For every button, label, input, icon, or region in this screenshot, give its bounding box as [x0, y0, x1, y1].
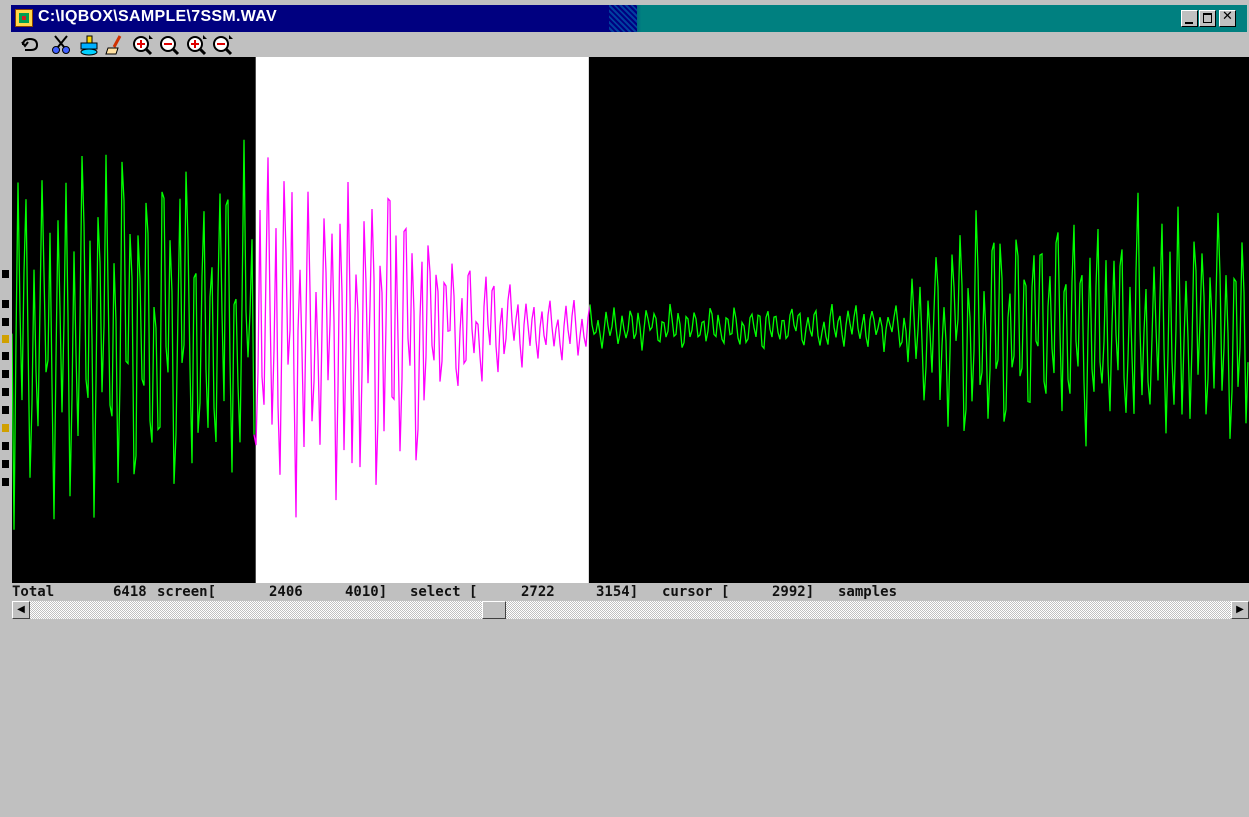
status-select-start: 2722 [521, 584, 555, 600]
status-cursor-label: cursor [ [662, 584, 730, 600]
wave-editor-window: C:\IQBOX\SAMPLE\7SSM.WAV [9, 0, 1249, 619]
title-bar-dither [609, 5, 637, 32]
scroll-left-arrow-icon[interactable]: ◀ [12, 601, 30, 619]
waveform-unselected-right [589, 192, 1249, 447]
waveform-display[interactable] [12, 57, 1249, 583]
status-screen-label: screen[ [157, 584, 217, 600]
status-screen-end: 4010] [345, 584, 388, 600]
status-select-end: 3154] [596, 584, 639, 600]
desktop-background [0, 0, 10, 619]
status-bar: Total 6418 screen[ 2406 4010] select [ 2… [12, 583, 1249, 601]
toolbar [11, 32, 1247, 57]
zoom-out-all-icon[interactable] [211, 34, 233, 56]
waveform-unselected [12, 139, 255, 530]
maximize-button[interactable] [1199, 10, 1216, 27]
status-total-label: Total [12, 584, 55, 600]
app-icon[interactable] [15, 9, 33, 27]
status-select-label: select [ [410, 584, 478, 600]
zoom-in-all-icon[interactable] [185, 34, 207, 56]
waveform-selected [253, 157, 591, 518]
status-screen-start: 2406 [269, 584, 303, 600]
scissors-icon[interactable] [50, 34, 72, 56]
status-samples-label: samples [838, 584, 898, 600]
close-button[interactable] [1219, 9, 1236, 27]
status-cursor-value: 2992] [772, 584, 815, 600]
horizontal-scrollbar[interactable]: ◀ ▶ [12, 601, 1249, 619]
minimize-button[interactable] [1181, 10, 1198, 27]
zoom-in-icon[interactable] [131, 34, 153, 56]
undo-icon[interactable] [19, 34, 41, 56]
zoom-out-icon[interactable] [158, 34, 180, 56]
scroll-thumb[interactable] [482, 601, 506, 619]
waveform-canvas[interactable] [12, 57, 1249, 583]
scroll-right-arrow-icon[interactable]: ▶ [1231, 601, 1249, 619]
status-total-value: 6418 [113, 584, 147, 600]
eraser-icon[interactable] [104, 34, 126, 56]
title-bar[interactable]: C:\IQBOX\SAMPLE\7SSM.WAV [11, 5, 1247, 32]
paste-icon[interactable] [78, 34, 100, 56]
scroll-track[interactable] [30, 601, 1231, 619]
window-title: C:\IQBOX\SAMPLE\7SSM.WAV [38, 8, 277, 25]
